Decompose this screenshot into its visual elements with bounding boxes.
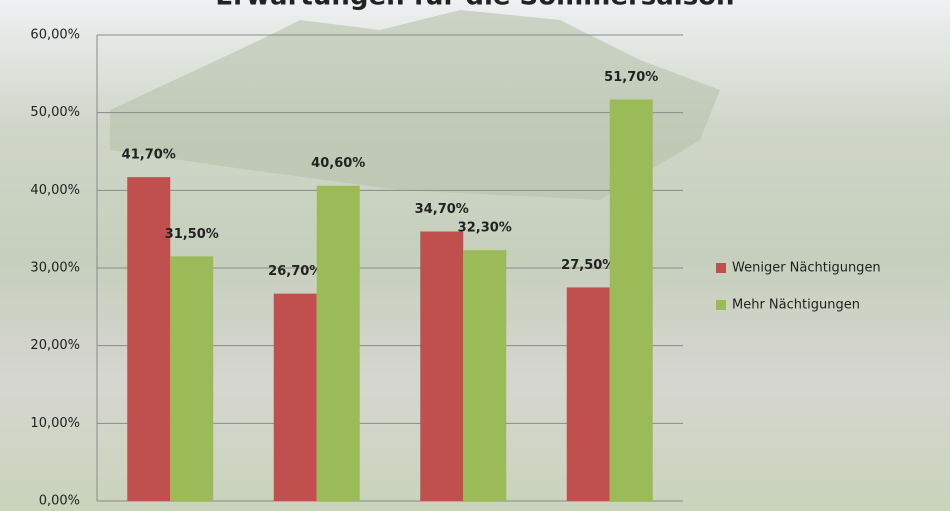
legend-swatch bbox=[716, 263, 726, 273]
data-label: 27,50% bbox=[561, 258, 615, 273]
bar bbox=[273, 293, 317, 501]
legend-label: Weniger Nächtigungen bbox=[732, 261, 881, 276]
data-label: 40,60% bbox=[311, 156, 365, 171]
y-tick-label: 0,00% bbox=[39, 494, 80, 509]
y-tick-label: 40,00% bbox=[30, 183, 80, 198]
bar bbox=[566, 287, 610, 501]
bar bbox=[316, 185, 360, 501]
y-tick-label: 30,00% bbox=[30, 261, 80, 276]
data-label: 34,70% bbox=[415, 202, 469, 217]
background-mountain bbox=[110, 10, 720, 200]
legend-label: Mehr Nächtigungen bbox=[732, 298, 860, 313]
data-label: 32,30% bbox=[458, 221, 512, 236]
y-tick-label: 10,00% bbox=[30, 416, 80, 431]
data-label: 31,50% bbox=[165, 227, 219, 242]
data-label: 41,70% bbox=[122, 148, 176, 163]
legend-swatch bbox=[716, 300, 726, 310]
bar bbox=[609, 99, 653, 502]
data-label: 51,70% bbox=[604, 70, 658, 85]
bar bbox=[420, 231, 464, 501]
data-label: 26,70% bbox=[268, 264, 322, 279]
y-tick-label: 60,00% bbox=[30, 28, 80, 43]
y-tick-label: 20,00% bbox=[30, 338, 80, 353]
bar bbox=[170, 256, 214, 501]
bar bbox=[127, 177, 171, 501]
y-tick-label: 50,00% bbox=[30, 105, 80, 120]
chart-title: Erwartungen für die Sommersaison bbox=[215, 0, 734, 12]
bar bbox=[463, 250, 507, 501]
